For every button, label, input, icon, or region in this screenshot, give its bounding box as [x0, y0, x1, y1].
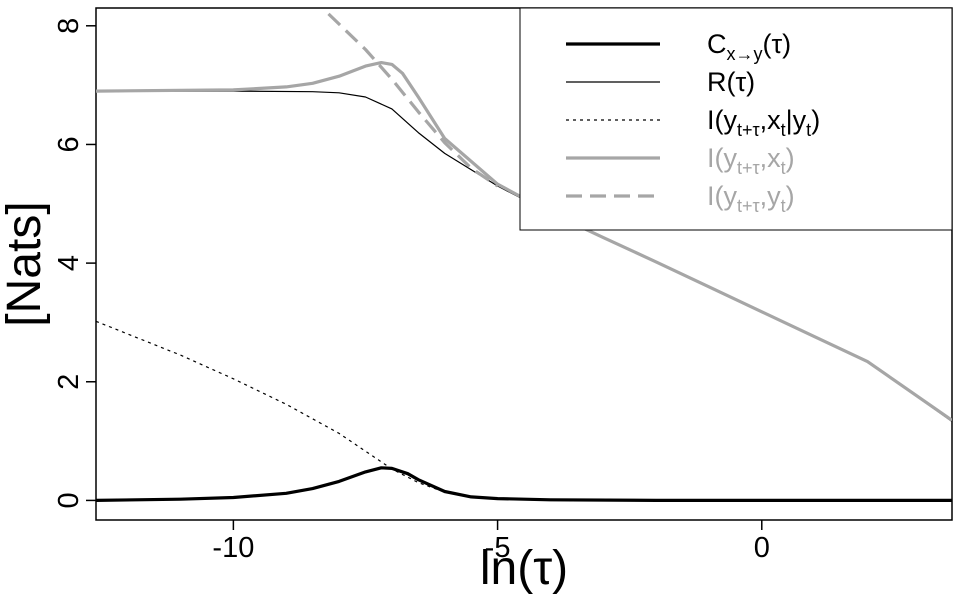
x-tick-label: 0: [754, 532, 770, 564]
series-line-2: [96, 320, 952, 501]
legend-label: I(yt+τ,xt): [707, 143, 795, 178]
x-axis-title: ln(τ): [480, 542, 568, 595]
x-tick-label: -10: [212, 532, 254, 564]
y-axis: 0 2 4 6 8: [53, 18, 96, 508]
y-tick-label: 8: [53, 18, 85, 34]
y-tick-label: 2: [53, 374, 85, 390]
y-tick-label: 6: [53, 136, 85, 152]
legend-label: I(yt+τ,xt|yt): [707, 105, 820, 140]
series-layer: [96, 12, 952, 502]
series-line-4: [327, 12, 499, 188]
legend: Cx→y(τ)R(τ) I(yt+τ,xt|yt)I(yt+τ,xt)I(yt+τ…: [519, 7, 953, 231]
series-line-0: [96, 466, 952, 502]
legend-label: I(yt+τ,yt): [707, 181, 795, 216]
y-tick-label: 4: [53, 255, 85, 271]
y-axis-title: [Nats]: [0, 201, 51, 326]
series-line-3: [96, 60, 952, 422]
legend-label: Cx→y(τ): [707, 29, 791, 64]
x-tick-label: -5: [485, 532, 511, 564]
legend-label: R(τ): [707, 67, 755, 97]
y-tick-label: 0: [53, 492, 85, 508]
x-axis: -10 -5 0: [212, 520, 770, 564]
